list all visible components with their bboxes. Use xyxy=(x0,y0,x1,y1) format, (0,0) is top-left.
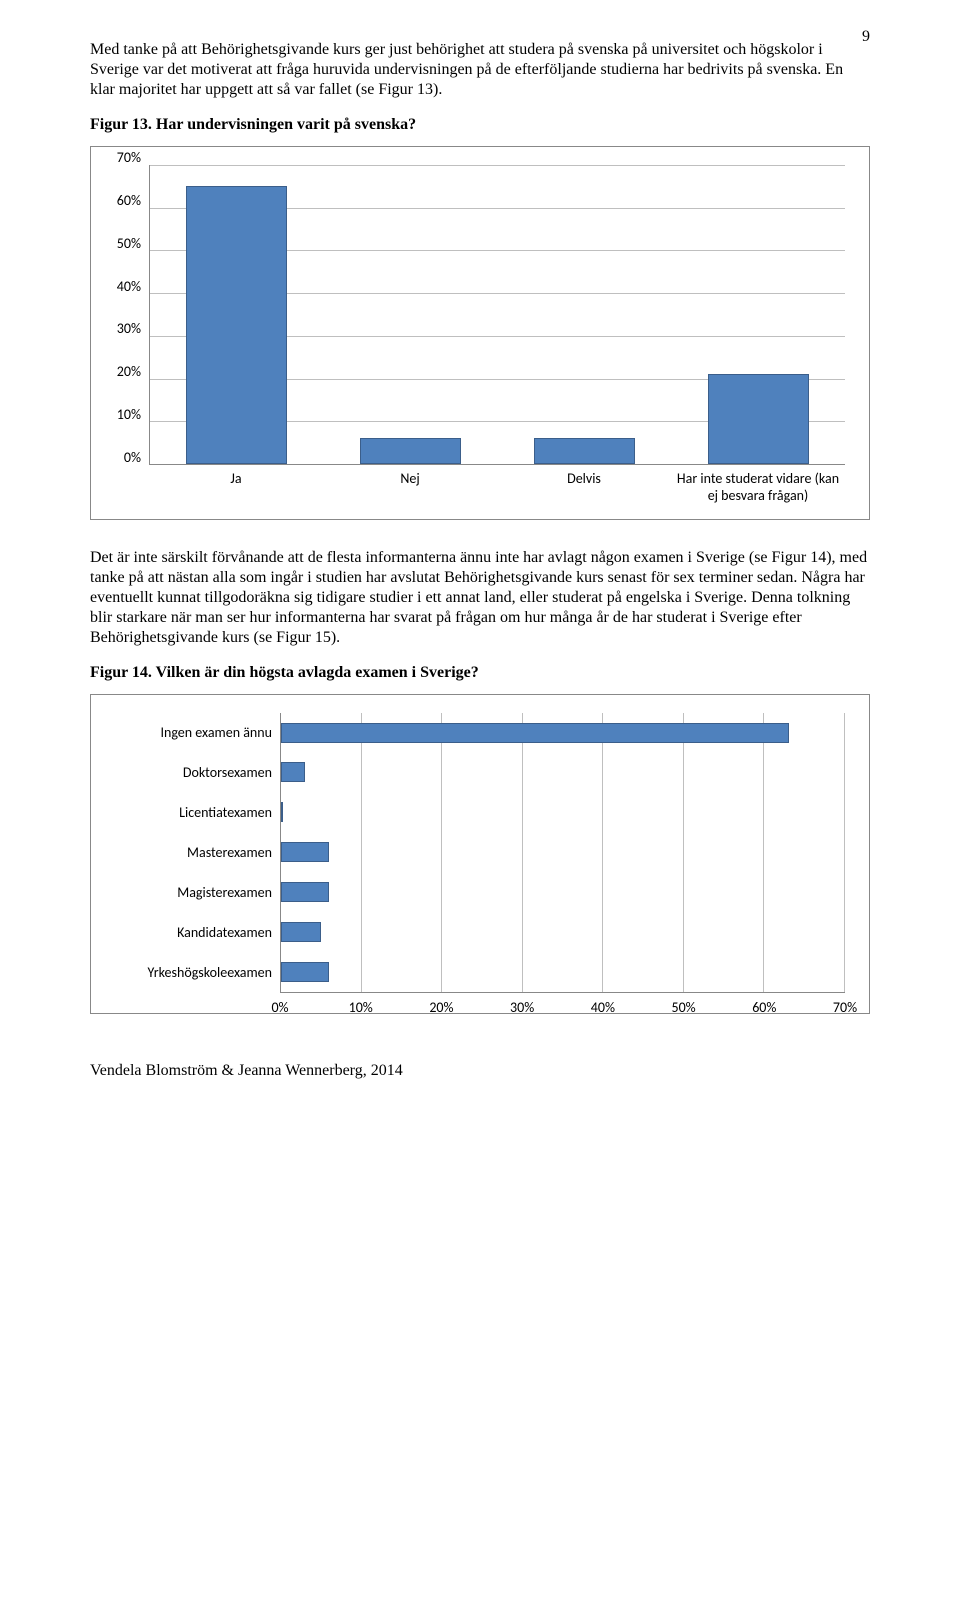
x-label: Delvis xyxy=(497,465,671,505)
bar xyxy=(281,802,283,822)
bar xyxy=(281,882,329,902)
bar xyxy=(360,438,461,464)
category-label: Yrkeshögskoleexamen xyxy=(105,953,280,993)
bar xyxy=(534,438,635,464)
bar-slot xyxy=(324,165,498,464)
bar-slot xyxy=(150,165,324,464)
category-label: Ingen examen ännu xyxy=(105,713,280,753)
x-axis-labels: JaNejDelvisHar inte studerat vidare (kan… xyxy=(149,465,845,505)
y-axis: 0%10%20%30%40%50%60%70% xyxy=(105,165,149,465)
plot-area xyxy=(280,713,845,993)
page: 9 Med tanke på att Behörighetsgivande ku… xyxy=(0,0,960,1620)
x-label: Har inte studerat vidare (kan ej besvara… xyxy=(671,465,845,505)
paragraph-1: Med tanke på att Behörighetsgivande kurs… xyxy=(90,40,870,100)
x-label: Ja xyxy=(149,465,323,505)
bar xyxy=(186,186,287,464)
bar xyxy=(708,374,809,464)
category-label: Kandidatexamen xyxy=(105,913,280,953)
x-label: Nej xyxy=(323,465,497,505)
figure-14-caption: Figur 14. Vilken är din högsta avlagda e… xyxy=(90,664,870,682)
category-label: Doktorsexamen xyxy=(105,753,280,793)
bar xyxy=(281,962,329,982)
plot-area xyxy=(149,165,845,465)
bar xyxy=(281,723,789,743)
x-axis-labels: 0%10%20%30%40%50%60%70% xyxy=(280,993,845,999)
bar xyxy=(281,842,329,862)
figure-13-chart: 0%10%20%30%40%50%60%70% JaNejDelvisHar i… xyxy=(90,146,870,520)
category-labels: Ingen examen ännuDoktorsexamenLicentiate… xyxy=(105,713,280,993)
footer: Vendela Blomström & Jeanna Wennerberg, 2… xyxy=(90,1062,870,1080)
figure-14-chart: Ingen examen ännuDoktorsexamenLicentiate… xyxy=(90,694,870,1014)
figure-13-caption: Figur 13. Har undervisningen varit på sv… xyxy=(90,116,870,134)
paragraph-2: Det är inte särskilt förvånande att de f… xyxy=(90,548,870,648)
category-label: Masterexamen xyxy=(105,833,280,873)
bar-slot xyxy=(498,165,672,464)
page-number: 9 xyxy=(862,28,870,46)
category-label: Licentiatexamen xyxy=(105,793,280,833)
category-label: Magisterexamen xyxy=(105,873,280,913)
bar-slot xyxy=(671,165,845,464)
bar xyxy=(281,922,321,942)
bar xyxy=(281,762,305,782)
